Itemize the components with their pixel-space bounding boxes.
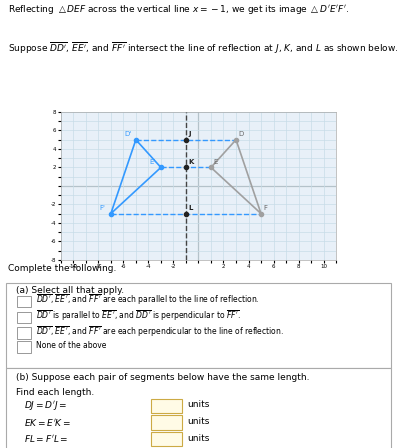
Text: E': E' [149, 159, 156, 165]
Text: Suppose $\overline{DD'}$, $\overline{EE'}$, and $\overline{FF'}$ intersect the l: Suppose $\overline{DD'}$, $\overline{EE'… [8, 41, 399, 56]
FancyBboxPatch shape [17, 327, 32, 339]
Text: $FL = F'L =$: $FL = F'L =$ [23, 433, 68, 444]
Text: $\overline{DD'}$ is parallel to $\overline{EE'}$, and $\overline{DD'}$ is perpen: $\overline{DD'}$ is parallel to $\overli… [36, 308, 241, 323]
Text: $DJ = D'J =$: $DJ = D'J =$ [23, 399, 67, 412]
Text: E: E [213, 159, 218, 165]
Text: (b) Suppose each pair of segments below have the same length.: (b) Suppose each pair of segments below … [16, 373, 309, 382]
Text: units: units [187, 434, 209, 443]
Text: None of the above: None of the above [36, 341, 107, 350]
Text: (a) Select all that apply.: (a) Select all that apply. [16, 286, 124, 295]
Text: L: L [188, 205, 192, 211]
Text: $\overline{DD'}$, $\overline{EE'}$, and $\overline{FF'}$ are each parallel to th: $\overline{DD'}$, $\overline{EE'}$, and … [36, 292, 260, 307]
Text: units: units [187, 417, 209, 426]
Text: Complete the following.: Complete the following. [8, 264, 117, 273]
FancyBboxPatch shape [17, 311, 32, 323]
FancyBboxPatch shape [17, 341, 32, 353]
Text: K: K [188, 159, 194, 165]
Text: D: D [239, 131, 244, 138]
Text: $\overline{DD'}$, $\overline{EE'}$, and $\overline{FF'}$ are each perpendicular : $\overline{DD'}$, $\overline{EE'}$, and … [36, 324, 285, 339]
Text: units: units [187, 401, 209, 409]
FancyBboxPatch shape [6, 283, 391, 368]
FancyBboxPatch shape [17, 296, 32, 307]
Text: D': D' [125, 131, 132, 138]
Text: Find each length.: Find each length. [16, 388, 94, 397]
Text: Reflecting $\triangle DEF$ across the vertical line $x = -1$, we get its image $: Reflecting $\triangle DEF$ across the ve… [8, 4, 350, 17]
FancyBboxPatch shape [151, 399, 182, 413]
FancyBboxPatch shape [151, 432, 182, 446]
FancyBboxPatch shape [151, 415, 182, 430]
Text: F': F' [100, 205, 105, 211]
Text: F: F [264, 205, 268, 211]
FancyBboxPatch shape [6, 368, 391, 448]
Text: J: J [188, 131, 191, 138]
Text: $EK = E'K =$: $EK = E'K =$ [23, 417, 71, 428]
